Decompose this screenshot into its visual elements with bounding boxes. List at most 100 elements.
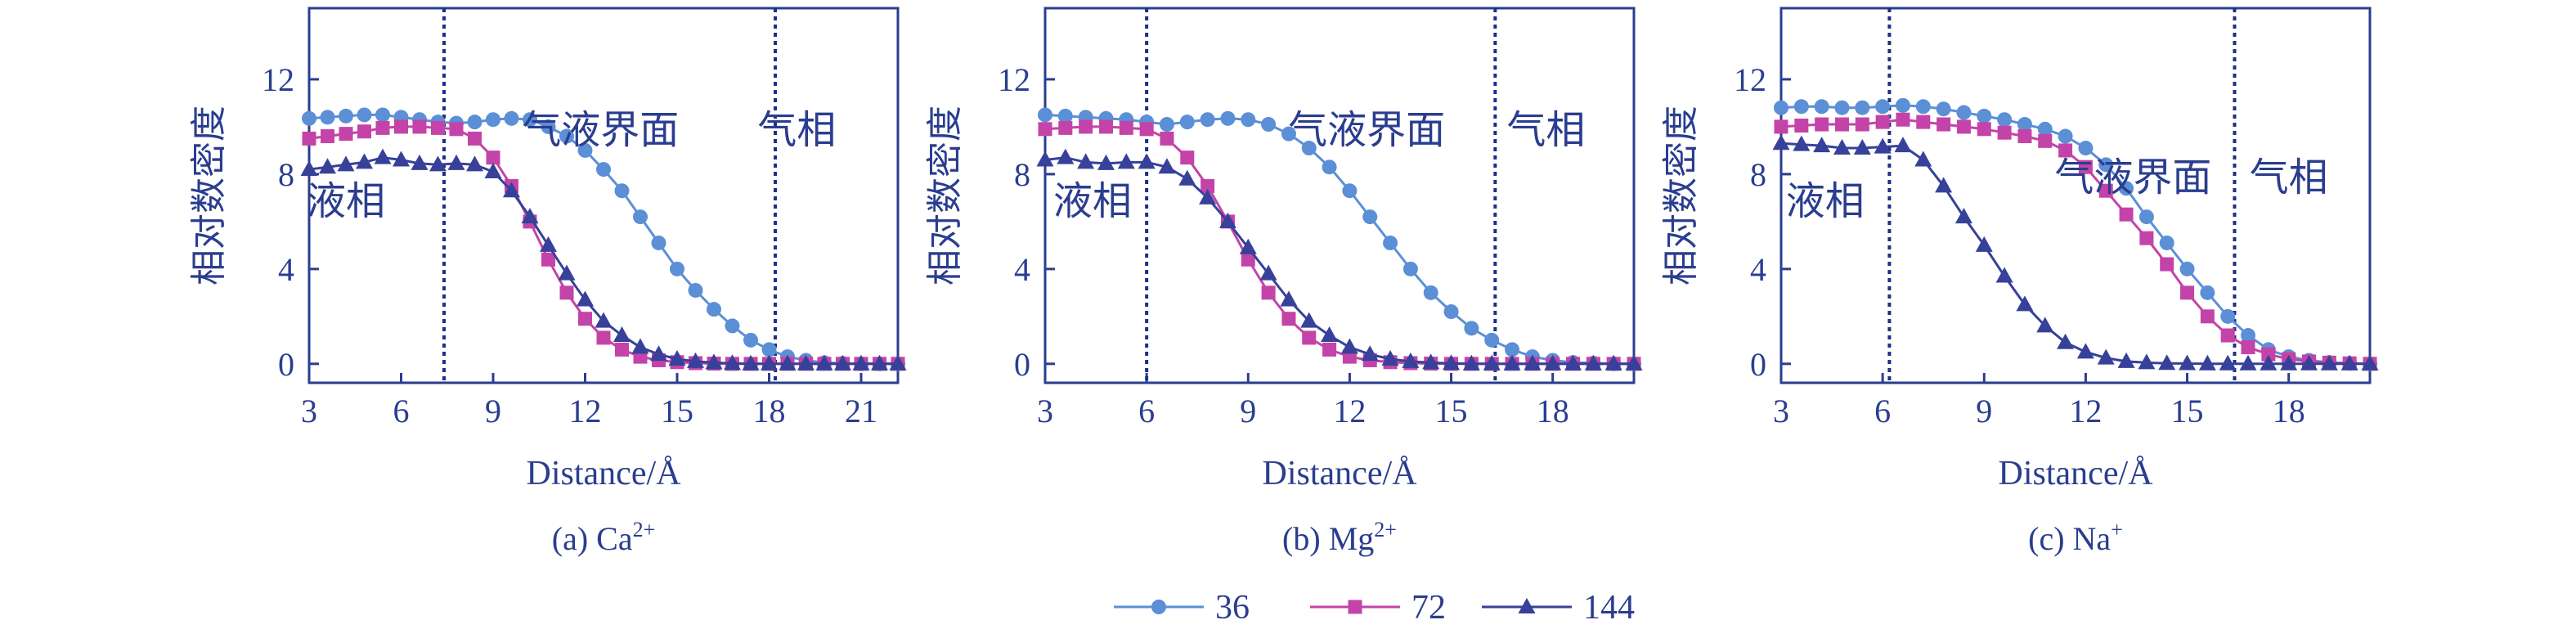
- data-point: [578, 312, 592, 326]
- data-point: [302, 131, 316, 146]
- data-point: [320, 110, 335, 125]
- data-point: [2260, 354, 2278, 371]
- data-point: [1834, 117, 1849, 132]
- data-point: [688, 282, 703, 298]
- y-tick-label: 12: [998, 61, 1030, 98]
- data-point: [1280, 290, 1298, 307]
- panel-1: 3 6 9 12 15 18 21 0 4 8 12 液相 气液界面 气相 相对数密度 Distance/Å (…: [189, 7, 907, 557]
- data-point: [1097, 154, 1115, 170]
- y-tick-label: 0: [1014, 346, 1030, 383]
- data-point: [2138, 209, 2154, 225]
- data-point: [2057, 333, 2075, 349]
- x-tick-label: 3: [301, 393, 317, 429]
- data-point: [743, 332, 758, 348]
- region-label: 气液界面: [1288, 109, 1445, 152]
- data-point: [1874, 137, 1892, 154]
- data-point: [2058, 128, 2073, 144]
- data-point: [1300, 312, 1318, 328]
- legend-marker: [1151, 600, 1166, 614]
- data-point: [577, 142, 593, 158]
- data-point: [2097, 348, 2115, 365]
- data-point: [2119, 207, 2134, 222]
- data-point: [1138, 153, 1156, 169]
- data-point: [503, 182, 520, 198]
- x-tick-label: 3: [1773, 393, 1789, 429]
- data-point: [1505, 342, 1520, 357]
- caption-text: (c) Na: [2028, 520, 2111, 557]
- data-point: [1625, 354, 1643, 371]
- panel-caption: (c) Na+: [2028, 518, 2123, 557]
- data-point: [1057, 148, 1075, 164]
- x-tick-label: 9: [485, 393, 501, 429]
- data-point: [687, 352, 704, 368]
- data-point: [357, 124, 371, 139]
- x-axis-label: Distance/Å: [1999, 455, 2154, 492]
- data-point: [1916, 115, 1931, 129]
- data-point: [1956, 105, 1972, 120]
- data-point: [2219, 354, 2237, 371]
- data-point: [2220, 328, 2235, 343]
- data-point: [337, 155, 355, 172]
- data-point: [1896, 112, 1910, 127]
- data-point: [1997, 112, 2013, 128]
- data-point: [615, 342, 629, 357]
- data-point: [1178, 169, 1196, 186]
- x-axis-label: Distance/Å: [1263, 455, 1418, 492]
- caption-superscript: 2+: [633, 518, 656, 541]
- data-point: [1834, 100, 1850, 115]
- data-point: [1853, 139, 1871, 155]
- data-point: [1218, 212, 1236, 228]
- region-label: 液相: [1786, 180, 1865, 223]
- data-point: [321, 129, 334, 144]
- y-tick-label: 8: [1750, 156, 1766, 193]
- data-point: [631, 338, 649, 354]
- data-point: [2158, 354, 2176, 371]
- panel-2: 3 6 9 12 15 18 0 4 8 12 液相 气液界面 气相 相对数密度 Distance/Å (b)…: [925, 7, 1643, 557]
- data-point: [1793, 135, 1811, 151]
- data-point: [1772, 134, 1790, 151]
- y-axis-label: 相对数密度: [1661, 106, 1701, 285]
- data-point: [468, 131, 482, 146]
- data-point: [429, 155, 447, 172]
- x-tick-label: 15: [1435, 393, 1468, 429]
- data-point: [412, 119, 427, 134]
- data-point: [761, 342, 777, 357]
- data-point: [2078, 141, 2094, 156]
- data-point: [1833, 139, 1851, 155]
- data-point: [2159, 235, 2174, 250]
- data-point: [2076, 343, 2094, 359]
- data-point: [2037, 121, 2053, 137]
- plot-frame: [307, 7, 900, 384]
- region-label: 气相: [1506, 109, 1585, 152]
- data-point: [725, 318, 740, 334]
- y-tick-label: 12: [262, 61, 294, 98]
- data-point: [1915, 99, 1931, 115]
- data-point: [1956, 119, 1971, 134]
- data-point: [1977, 108, 1992, 124]
- data-point: [1936, 117, 1951, 132]
- data-point: [486, 112, 500, 128]
- data-point: [2117, 352, 2135, 368]
- y-axis-label: 相对数密度: [925, 106, 965, 285]
- data-point: [1261, 117, 1277, 133]
- y-tick-label: 0: [278, 346, 294, 383]
- data-point: [356, 153, 373, 169]
- data-point: [2058, 143, 2073, 158]
- data-point: [2017, 117, 2032, 133]
- data-point: [1774, 100, 1788, 115]
- data-point: [834, 354, 851, 371]
- data-point: [411, 154, 429, 170]
- data-point: [889, 354, 907, 371]
- y-tick-label: 12: [1734, 61, 1766, 98]
- data-point: [1935, 177, 1953, 193]
- x-tick-label: 18: [2273, 393, 2305, 429]
- data-point: [724, 354, 741, 371]
- x-tick-label: 9: [1976, 393, 1992, 429]
- series-144: [1036, 148, 1643, 371]
- data-point: [1936, 101, 1951, 117]
- legend-item-144: 144: [1482, 589, 1635, 627]
- data-point: [1281, 126, 1296, 142]
- data-point: [705, 353, 723, 370]
- data-point: [1259, 264, 1277, 281]
- data-point: [2241, 328, 2256, 344]
